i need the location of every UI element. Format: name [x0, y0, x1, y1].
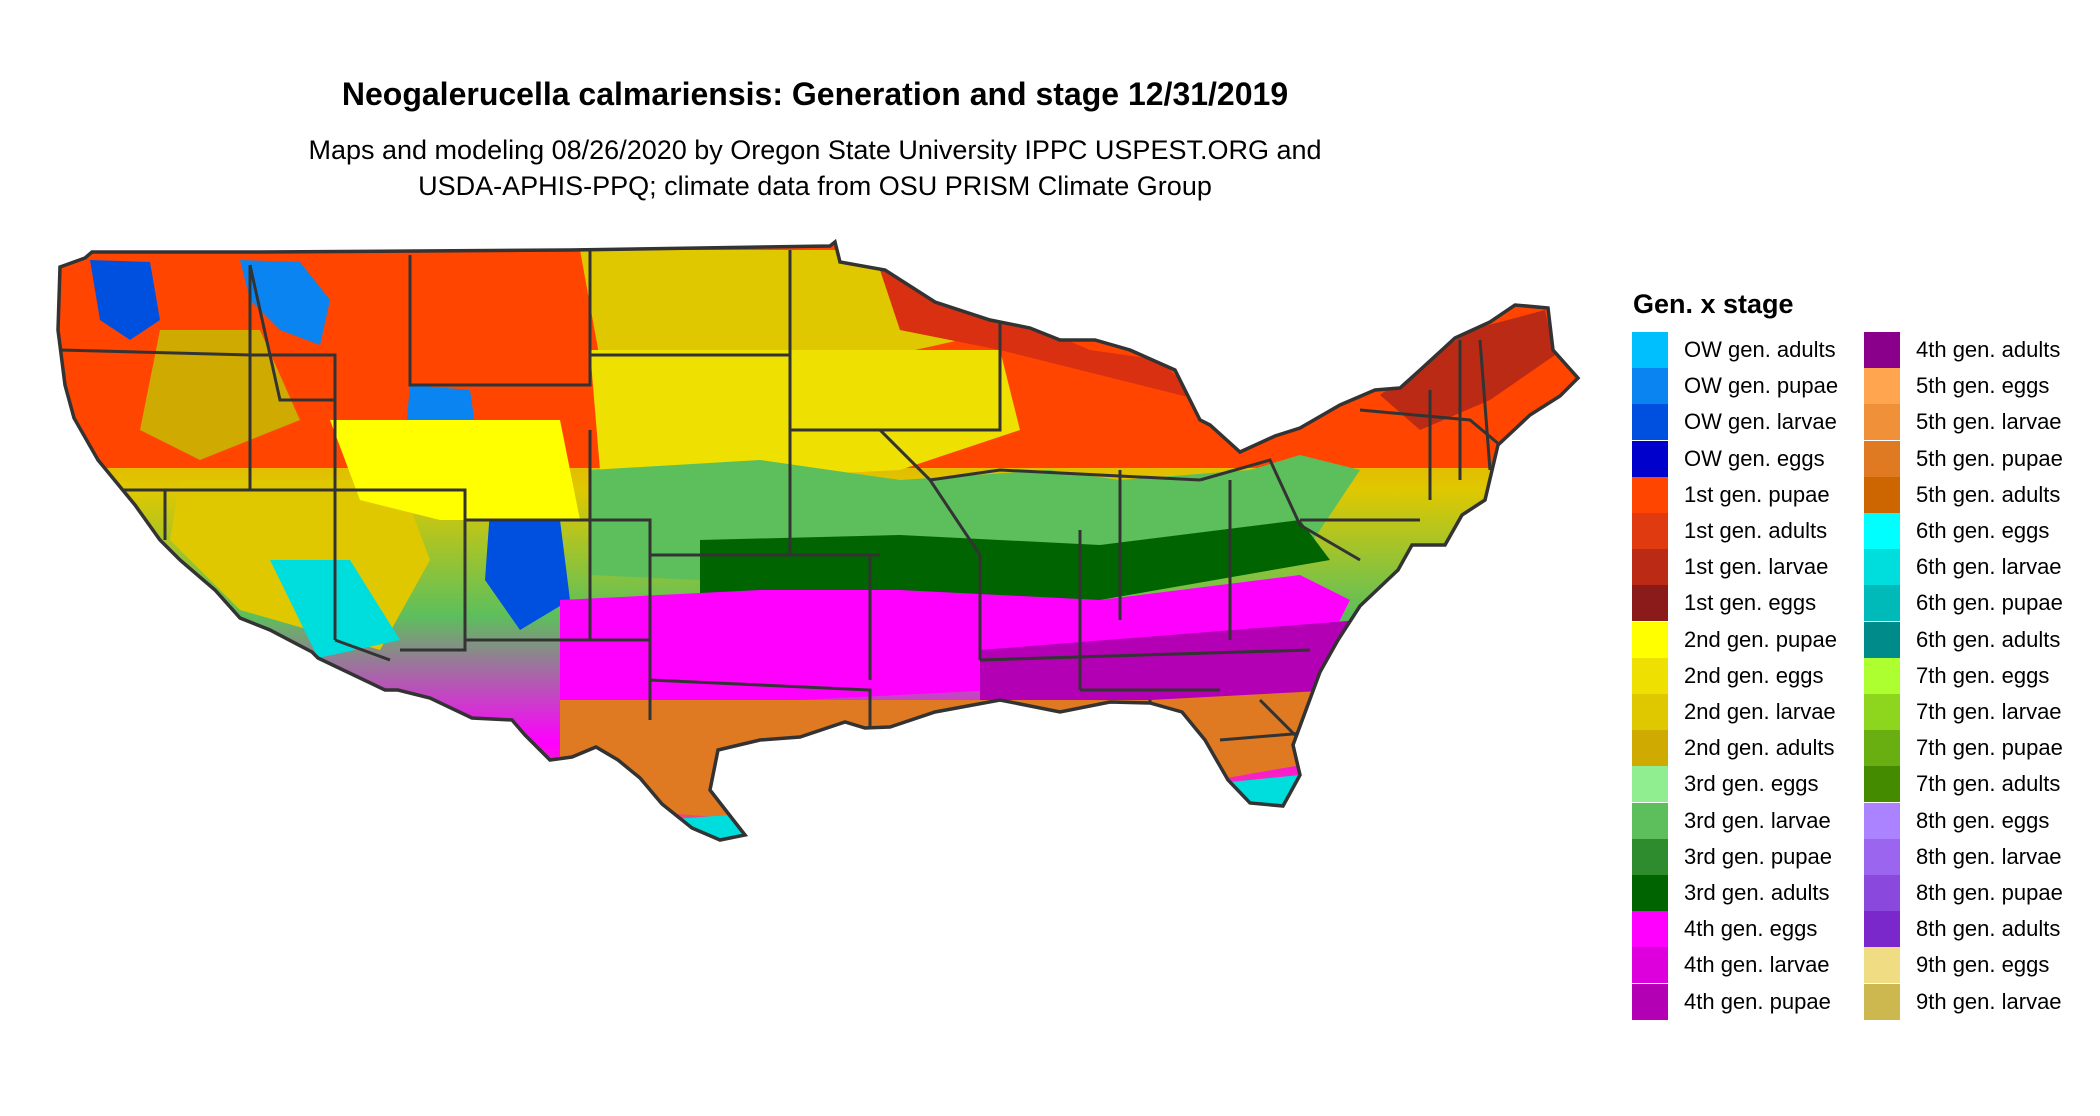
legend-swatch	[1864, 947, 1900, 984]
legend-label: OW gen. larvae	[1684, 409, 1837, 435]
legend-label: 1st gen. adults	[1684, 518, 1828, 543]
legend-label: 5th gen. adults	[1916, 481, 2061, 507]
legend-swatch	[1864, 476, 1900, 513]
legend-swatch	[1864, 802, 1900, 839]
legend-swatch	[1864, 911, 1900, 948]
legend-swatch	[1632, 875, 1668, 911]
legend-label: 6th gen. adults	[1916, 626, 2061, 652]
legend-label: 8th gen. adults	[1916, 916, 2061, 942]
legend-label: 2nd gen. pupae	[1684, 626, 1837, 652]
legend-title: Gen. x stage	[1633, 289, 1794, 319]
legend-label: 9th gen. eggs	[1916, 952, 2050, 978]
map-subtitle-line-1: Maps and modeling 08/26/2020 by Oregon S…	[308, 135, 1322, 165]
legend-label: 7th gen. pupae	[1916, 735, 2063, 761]
legend-swatch	[1864, 657, 1900, 694]
legend-swatch	[1632, 802, 1668, 839]
legend-label: 1st gen. larvae	[1684, 554, 1829, 580]
legend-swatch	[1864, 404, 1900, 441]
legend-swatch	[1632, 549, 1668, 586]
legend-swatch	[1632, 440, 1668, 477]
legend-swatch	[1864, 513, 1900, 549]
legend-label: 8th gen. eggs	[1916, 807, 2050, 833]
legend-swatch	[1632, 404, 1668, 441]
legend-swatch	[1864, 838, 1900, 875]
legend-swatch	[1632, 947, 1668, 984]
legend-swatch	[1632, 730, 1668, 767]
legend-label: 3rd gen. larvae	[1684, 807, 1831, 833]
legend-swatch	[1864, 585, 1900, 622]
us-outline	[56, 238, 1581, 842]
us-generation-stage-map	[56, 238, 1581, 842]
legend-label: 1st gen. eggs	[1684, 590, 1817, 616]
state-borders	[59, 250, 1501, 840]
legend-label: 2nd gen. larvae	[1684, 699, 1836, 724]
legend-label: OW gen. eggs	[1684, 445, 1825, 471]
legend-swatch	[1864, 766, 1900, 803]
legend-swatch	[1632, 983, 1668, 1020]
legend-label: 4th gen. pupae	[1684, 988, 1831, 1014]
legend-swatch	[1632, 585, 1668, 622]
legend-label: 7th gen. adults	[1916, 771, 2061, 797]
legend-swatch	[1632, 332, 1668, 368]
legend-swatch	[1864, 621, 1900, 658]
legend-label: 6th gen. eggs	[1916, 518, 2050, 543]
legend-swatch	[1864, 730, 1900, 767]
legend-swatch	[1864, 368, 1900, 405]
legend-label: 9th gen. larvae	[1916, 988, 2062, 1014]
legend-label: 4th gen. adults	[1916, 337, 2061, 362]
legend-label: 2nd gen. adults	[1684, 735, 1835, 761]
legend-label: 8th gen. pupae	[1916, 880, 2063, 905]
legend-swatch	[1864, 983, 1900, 1020]
legend-label: 8th gen. larvae	[1916, 843, 2062, 869]
legend-label: 7th gen. eggs	[1916, 662, 2050, 688]
legend-swatch	[1632, 766, 1668, 803]
legend-swatch	[1632, 694, 1668, 730]
legend-label: OW gen. adults	[1684, 337, 1836, 362]
legend-swatch	[1864, 875, 1900, 911]
legend-swatch	[1632, 838, 1668, 875]
legend-label: 5th gen. eggs	[1916, 373, 2050, 399]
legend-label: 1st gen. pupae	[1684, 481, 1830, 507]
map-title: Neogalerucella calmariensis: Generation …	[341, 76, 1289, 112]
legend-label: 3rd gen. eggs	[1684, 771, 1819, 797]
legend-label: 5th gen. larvae	[1916, 409, 2062, 435]
legend-label: 2nd gen. eggs	[1684, 662, 1824, 688]
legend-swatch	[1632, 476, 1668, 513]
legend-label: 4th gen. eggs	[1684, 916, 1818, 942]
legend-swatch	[1632, 513, 1668, 549]
legend-swatch	[1632, 911, 1668, 948]
legend-label: 6th gen. pupae	[1916, 590, 2063, 616]
legend-swatch	[1864, 694, 1900, 730]
legend-label: 7th gen. larvae	[1916, 699, 2062, 724]
legend-label: 3rd gen. adults	[1684, 880, 1830, 905]
stage-regions	[58, 242, 1578, 840]
legend-swatch	[1864, 440, 1900, 477]
legend-swatch	[1632, 657, 1668, 694]
map-subtitle-line-2: USDA-APHIS-PPQ; climate data from OSU PR…	[418, 171, 1212, 201]
legend-label: 4th gen. larvae	[1684, 952, 1830, 978]
legend-label: 3rd gen. pupae	[1684, 843, 1833, 869]
legend-swatch	[1864, 549, 1900, 586]
legend-swatch	[1864, 332, 1900, 368]
legend-label: 6th gen. larvae	[1916, 554, 2062, 580]
legend-swatch	[1632, 621, 1668, 658]
legend-swatch	[1632, 368, 1668, 405]
legend-label: 5th gen. pupae	[1916, 445, 2063, 471]
legend-label: OW gen. pupae	[1684, 373, 1839, 399]
